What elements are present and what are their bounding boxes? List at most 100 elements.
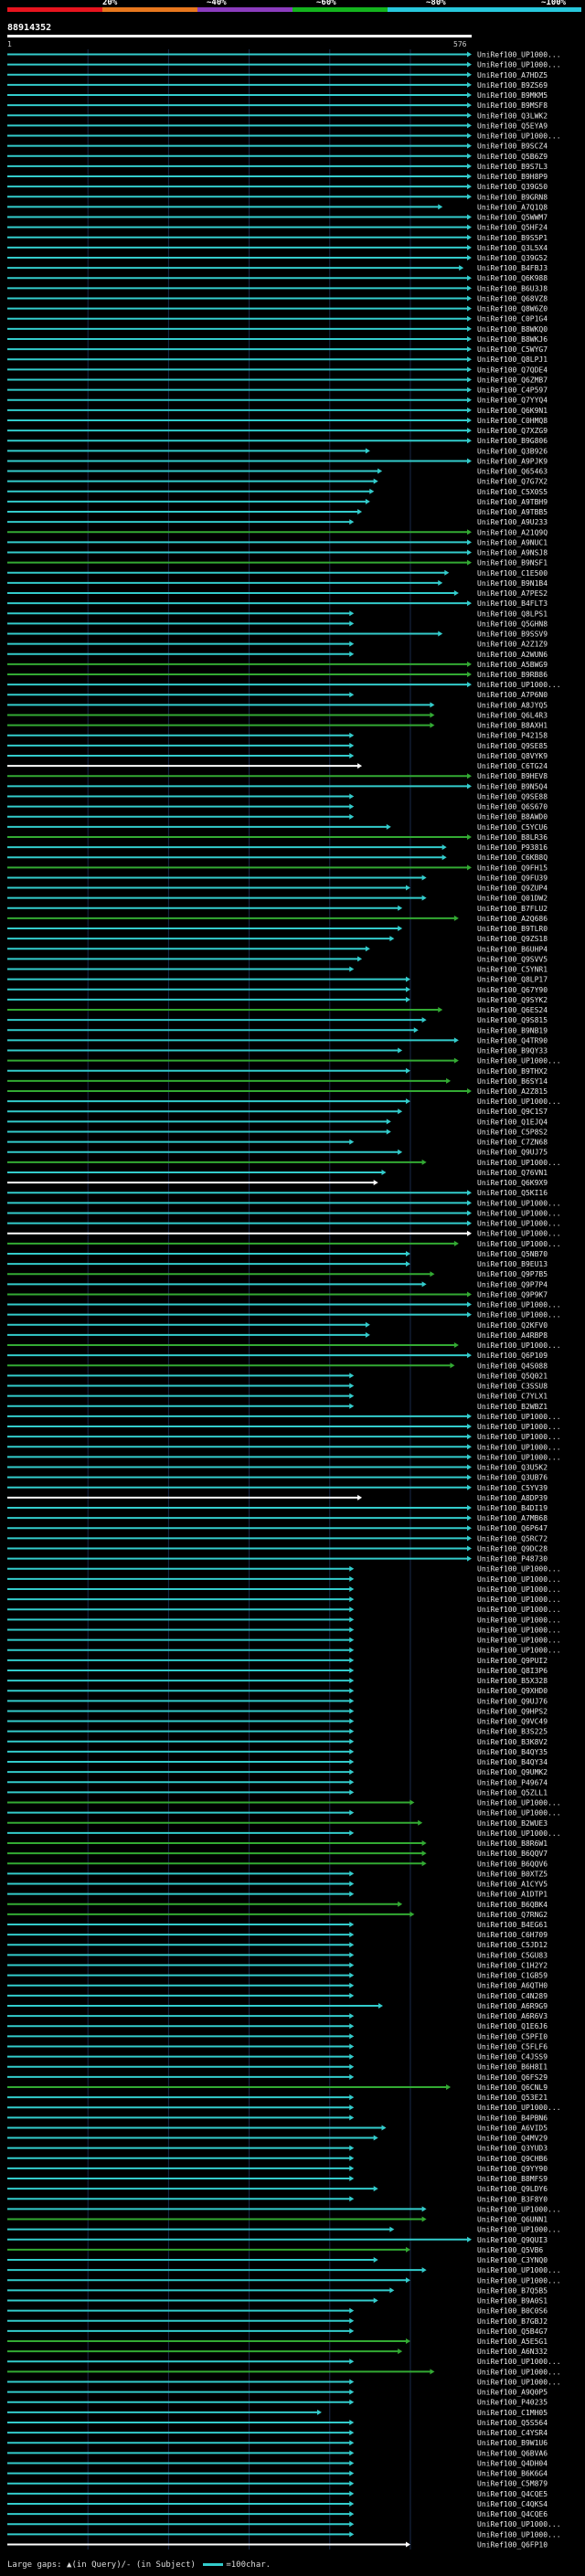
hit-arrowhead (349, 793, 355, 800)
hit-label: UniRef100_Q1EJQ4 (477, 1118, 548, 1126)
hit-arrowhead (467, 143, 472, 149)
hit-arrowhead (467, 325, 472, 332)
hit-arrowhead (405, 2246, 410, 2253)
hit-arrowhead (421, 2216, 427, 2222)
hit-arrowhead (467, 153, 472, 159)
hit-label: UniRef100_Q9C1S7 (477, 1108, 548, 1116)
hit-arrowhead (373, 2135, 378, 2141)
hit-label: UniRef100_Q6P109 (477, 1352, 548, 1360)
hit-label: UniRef100_B9G806 (477, 437, 548, 445)
hit-label: UniRef100_Q9DC28 (477, 1544, 548, 1553)
hit-label: UniRef100_B9MKM5 (477, 91, 548, 100)
hit-arrowhead (467, 1484, 472, 1490)
scale-label-80: ~80% (426, 0, 446, 7)
hit-label: UniRef100_C7ZN68 (477, 1139, 548, 1147)
hit-label: UniRef100_Q5HF24 (477, 224, 548, 232)
hit-label: UniRef100_Q1E6J6 (477, 2022, 548, 2030)
hit-arrowhead (467, 255, 472, 260)
hit-label: UniRef100_Q9ZS18 (477, 935, 548, 943)
hit-label: UniRef100_UP1000... (477, 2378, 561, 2386)
hit-label: UniRef100_B9N5Q4 (477, 782, 548, 790)
hit-label: UniRef100_P42158 (477, 732, 548, 740)
hit-label: UniRef100_Q53E21 (477, 2094, 548, 2102)
hit-label: UniRef100_UP1000... (477, 1799, 561, 1807)
hit-label: UniRef100_B9HEV8 (477, 772, 548, 780)
hit-label: UniRef100_Q9SE85 (477, 742, 548, 750)
hit-arrowhead (381, 1169, 387, 1175)
hit-label: UniRef100_Q4TR90 (477, 1036, 548, 1044)
hit-arrowhead (467, 1444, 472, 1450)
hit-label: UniRef100_UP1000... (477, 61, 561, 69)
hit-arrowhead (467, 102, 472, 109)
hit-label: UniRef100_Q7G7X2 (477, 478, 548, 486)
hit-arrowhead (421, 1281, 427, 1288)
hit-label: UniRef100_C6KB8Q (477, 853, 548, 862)
hit-label: UniRef100_UP1000... (477, 2205, 561, 2213)
hit-label: UniRef100_A8JYQ5 (477, 701, 548, 709)
hit-arrowhead (467, 407, 472, 413)
hit-arrowhead (349, 1403, 355, 1409)
hit-label: UniRef100_Q9SYK2 (477, 996, 548, 1004)
hit-label: UniRef100_Q6CNL9 (477, 2083, 548, 2092)
hit-label: UniRef100_UP1000... (477, 1616, 561, 1624)
hit-arrowhead (467, 335, 472, 342)
hit-arrowhead (349, 1952, 355, 1958)
hit-arrowhead (386, 823, 391, 830)
hit-label: UniRef100_Q9ZUP4 (477, 885, 548, 893)
hit-arrowhead (349, 1809, 355, 1816)
hit-arrowhead (467, 833, 472, 840)
hit-label: UniRef100_B8R6W1 (477, 1839, 548, 1848)
hit-arrowhead (365, 1321, 370, 1328)
hit-arrowhead (365, 946, 370, 952)
hit-arrowhead (349, 2094, 355, 2101)
hit-arrowhead (349, 1575, 355, 1582)
query-id: 88914352 (7, 23, 52, 33)
hit-label: UniRef100_Q9SVV5 (477, 955, 548, 963)
hit-label: UniRef100_UP1000... (477, 1209, 561, 1217)
hit-arrowhead (421, 2206, 427, 2212)
hit-label: UniRef100_Q9UMK2 (477, 1768, 548, 1776)
hit-arrowhead (430, 712, 435, 718)
hit-arrowhead (405, 996, 410, 1002)
hit-label: UniRef100_B9H8P9 (477, 173, 548, 181)
hit-arrowhead (405, 1261, 410, 1267)
hit-label: UniRef100_C3SSU8 (477, 1383, 548, 1391)
hit-arrowhead (349, 1779, 355, 1786)
hit-arrowhead (349, 1667, 355, 1673)
hit-label: UniRef100_A9PJK9 (477, 457, 548, 465)
hit-label: UniRef100_Q7RNG2 (477, 1911, 548, 1919)
hit-label: UniRef100_B4QY35 (477, 1748, 548, 1756)
hit-arrowhead (349, 813, 355, 820)
hit-label: UniRef100_C3YNQ0 (477, 2256, 548, 2264)
hit-label: UniRef100_Q5NB70 (477, 1250, 548, 1258)
hit-arrowhead (467, 356, 472, 363)
hit-label: UniRef100_Q6UNN1 (477, 2216, 548, 2224)
hit-arrowhead (405, 1250, 410, 1256)
hit-arrowhead (349, 2013, 355, 2019)
scale-label-60: ~60% (316, 0, 336, 7)
hit-label: UniRef100_B9SSV9 (477, 631, 548, 639)
hit-label: UniRef100_B4FLT3 (477, 599, 548, 608)
hit-label: UniRef100_B9TLR0 (477, 925, 548, 933)
hit-arrowhead (349, 2399, 355, 2405)
hit-arrowhead (421, 895, 427, 901)
hit-label: UniRef100_Q5ZLL1 (477, 1788, 548, 1797)
hit-arrowhead (349, 1759, 355, 1765)
hit-label: UniRef100_Q6FS29 (477, 2073, 548, 2082)
hit-arrowhead (349, 1383, 355, 1389)
hit-label: UniRef100_Q9FU39 (477, 874, 548, 882)
hit-arrowhead (467, 672, 472, 677)
hit-arrowhead (446, 2083, 452, 2090)
hit-label: UniRef100_A5E5G1 (477, 2337, 548, 2346)
hit-arrowhead (467, 1210, 472, 1216)
hit-label: UniRef100_Q3LWK2 (477, 111, 548, 120)
hit-label: UniRef100_UP1000... (477, 51, 561, 59)
hit-arrowhead (398, 1047, 403, 1054)
hit-label: UniRef100_UP1000... (477, 2276, 561, 2284)
hit-arrowhead (349, 2196, 355, 2202)
hit-arrowhead (349, 2470, 355, 2476)
hit-arrowhead (467, 1555, 472, 1562)
hit-label: UniRef100_UP1000... (477, 1829, 561, 1838)
scale-label-20: 20% (102, 0, 118, 7)
hit-arrowhead (421, 875, 427, 881)
